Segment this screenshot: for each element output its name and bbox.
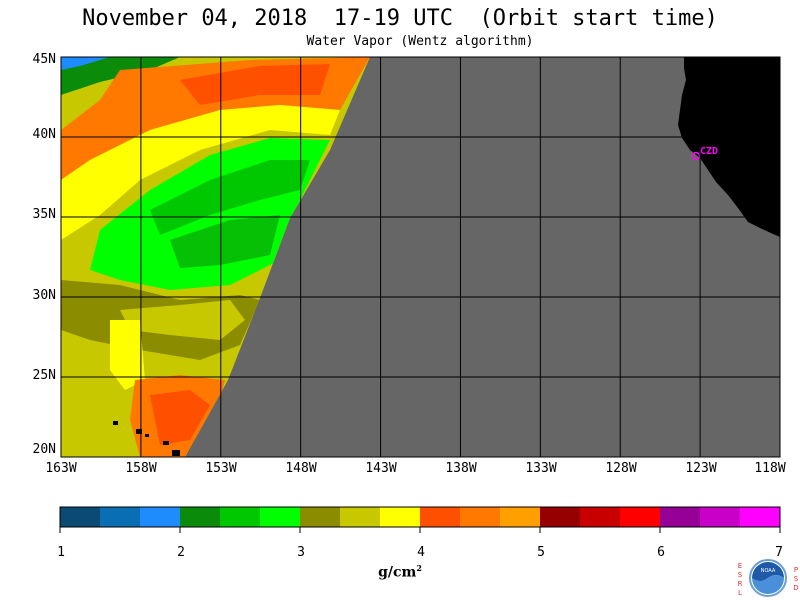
land-mass: [678, 57, 780, 237]
colorbar-tick-label: 4: [417, 545, 425, 560]
colorbar-swatch: [500, 507, 541, 527]
colorbar-swatch: [60, 507, 101, 527]
colorbar-swatch: [180, 507, 221, 527]
colorbar-swatch: [300, 507, 341, 527]
colorbar-swatch: [260, 507, 301, 527]
colorbar-tick-label: 5: [537, 545, 545, 560]
colorbar-swatch: [420, 507, 461, 527]
colorbar-tick-label: 7: [775, 545, 783, 560]
lat-label: 30N: [32, 288, 56, 303]
lon-label: 148W: [285, 461, 317, 476]
lon-label: 118W: [754, 461, 786, 476]
colorbar-swatch: [740, 507, 781, 527]
colorbar-swatch: [220, 507, 261, 527]
lon-label: 138W: [445, 461, 477, 476]
chart-title: November 04, 2018 17-19 UTC (Orbit start…: [82, 6, 718, 31]
colorbar-swatch: [620, 507, 661, 527]
lat-label: 45N: [32, 52, 56, 67]
colorbar-tick-label: 1: [57, 545, 65, 560]
colorbar-swatch: [460, 507, 501, 527]
lon-label: 153W: [205, 461, 237, 476]
logo-center-text: NOAA: [761, 568, 776, 574]
colorbar-tick-label: 2: [177, 545, 185, 560]
colorbar-swatch: [540, 507, 581, 527]
chart-subtitle: Water Vapor (Wentz algorithm): [306, 34, 534, 49]
colorbar: [59, 506, 781, 533]
noaa-seal-icon: NOAA: [749, 559, 787, 597]
colorbar-swatch: [340, 507, 381, 527]
lat-label: 25N: [32, 368, 56, 383]
lon-label: 133W: [525, 461, 557, 476]
lon-label: 143W: [365, 461, 397, 476]
colorbar-swatch: [580, 507, 621, 527]
colorbar-swatch: [140, 507, 181, 527]
map-frame: [60, 56, 781, 458]
lat-label: 20N: [32, 442, 56, 457]
lon-label: 123W: [685, 461, 717, 476]
lon-label: 128W: [605, 461, 637, 476]
colorbar-swatch: [660, 507, 701, 527]
colorbar-tick-label: 3: [297, 545, 305, 560]
colorbar-swatch: [100, 507, 141, 527]
lon-label: 163W: [45, 461, 77, 476]
lon-label: 158W: [125, 461, 157, 476]
lat-label: 40N: [32, 127, 56, 142]
colorbar-tick-label: 6: [657, 545, 665, 560]
colorbar-unit-label: g/cm2: [378, 563, 422, 581]
lat-label: 35N: [32, 207, 56, 222]
colorbar-swatch: [700, 507, 741, 527]
colorbar-swatch: [380, 507, 421, 527]
station-marker: [691, 151, 701, 161]
station-label: CZD: [700, 146, 719, 157]
map-grid: [61, 57, 780, 457]
